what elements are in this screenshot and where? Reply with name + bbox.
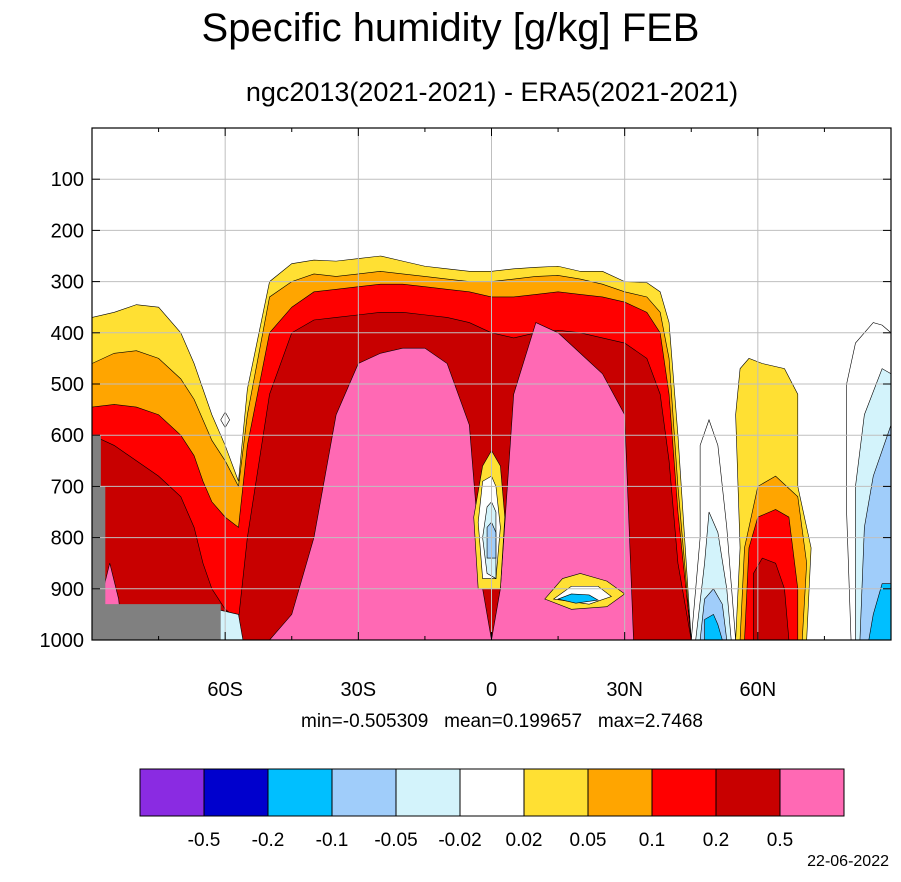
x-tick-label: 0 xyxy=(486,679,497,701)
y-tick-label: 600 xyxy=(51,425,84,447)
stats-label: min=-0.505309 mean=0.199657 max=2.7468 xyxy=(301,711,703,732)
colorbar-label: -0.5 xyxy=(188,830,221,851)
chart-title: Specific humidity [g/kg] FEB xyxy=(201,6,700,50)
missing-data-mask xyxy=(92,435,221,640)
y-tick-label: 100 xyxy=(51,169,84,191)
colorbar-swatch xyxy=(139,768,205,817)
colorbar-swatch xyxy=(587,768,653,817)
colorbar-swatch xyxy=(651,768,717,817)
y-tick-label: 700 xyxy=(51,476,84,498)
colorbar-label: -0.02 xyxy=(438,830,481,851)
y-tick-label: 1000 xyxy=(40,630,85,652)
x-tick-label: 30S xyxy=(341,679,377,701)
colorbar: -0.5 -0.2 -0.1 -0.05 -0.02 0.02 0.05 0.1 0.2 0.5 xyxy=(139,768,845,851)
y-tick-label: 300 xyxy=(51,272,84,294)
colorbar-label: 0.02 xyxy=(506,830,543,851)
colorbar-swatch xyxy=(715,768,781,817)
colorbar-label: 0.05 xyxy=(570,830,607,851)
x-tick-label: 60N xyxy=(739,679,776,701)
y-tick-label: 500 xyxy=(51,374,84,396)
colorbar-swatch xyxy=(459,768,525,817)
y-tick-label: 200 xyxy=(51,220,84,242)
axes: 100 200 300 400 500 600 700 800 900 1000 60S 30S 0 30… xyxy=(40,128,891,701)
region-nh-col-blue xyxy=(704,613,723,640)
colorbar-label: -0.1 xyxy=(316,830,349,851)
colorbar-label: -0.2 xyxy=(252,830,285,851)
colorbar-label: 0.5 xyxy=(767,830,793,851)
y-tick-label: 900 xyxy=(51,579,84,601)
x-tick-label: 60S xyxy=(207,679,243,701)
chart-subtitle: ngc2013(2021-2021) - ERA5(2021-2021) xyxy=(245,77,739,107)
colorbar-swatch xyxy=(523,768,589,817)
colorbar-swatch xyxy=(267,768,333,817)
region-arctic-blue xyxy=(868,583,891,640)
colorbar-swatch xyxy=(203,768,269,817)
colorbar-label: 0.2 xyxy=(703,830,729,851)
region-hl-darkred xyxy=(753,557,790,640)
colorbar-swatch xyxy=(331,768,397,817)
date-label: 22-06-2022 xyxy=(807,853,889,870)
colorbar-swatch xyxy=(779,768,845,817)
y-tick-label: 400 xyxy=(51,323,84,345)
colorbar-label: -0.05 xyxy=(374,830,417,851)
region-nh-tropic-blue xyxy=(557,593,599,604)
colorbar-swatch xyxy=(395,768,461,817)
y-tick-label: 800 xyxy=(51,528,84,550)
plot-area xyxy=(92,255,891,640)
colorbar-label: 0.1 xyxy=(639,830,665,851)
x-tick-label: 30N xyxy=(606,679,643,701)
